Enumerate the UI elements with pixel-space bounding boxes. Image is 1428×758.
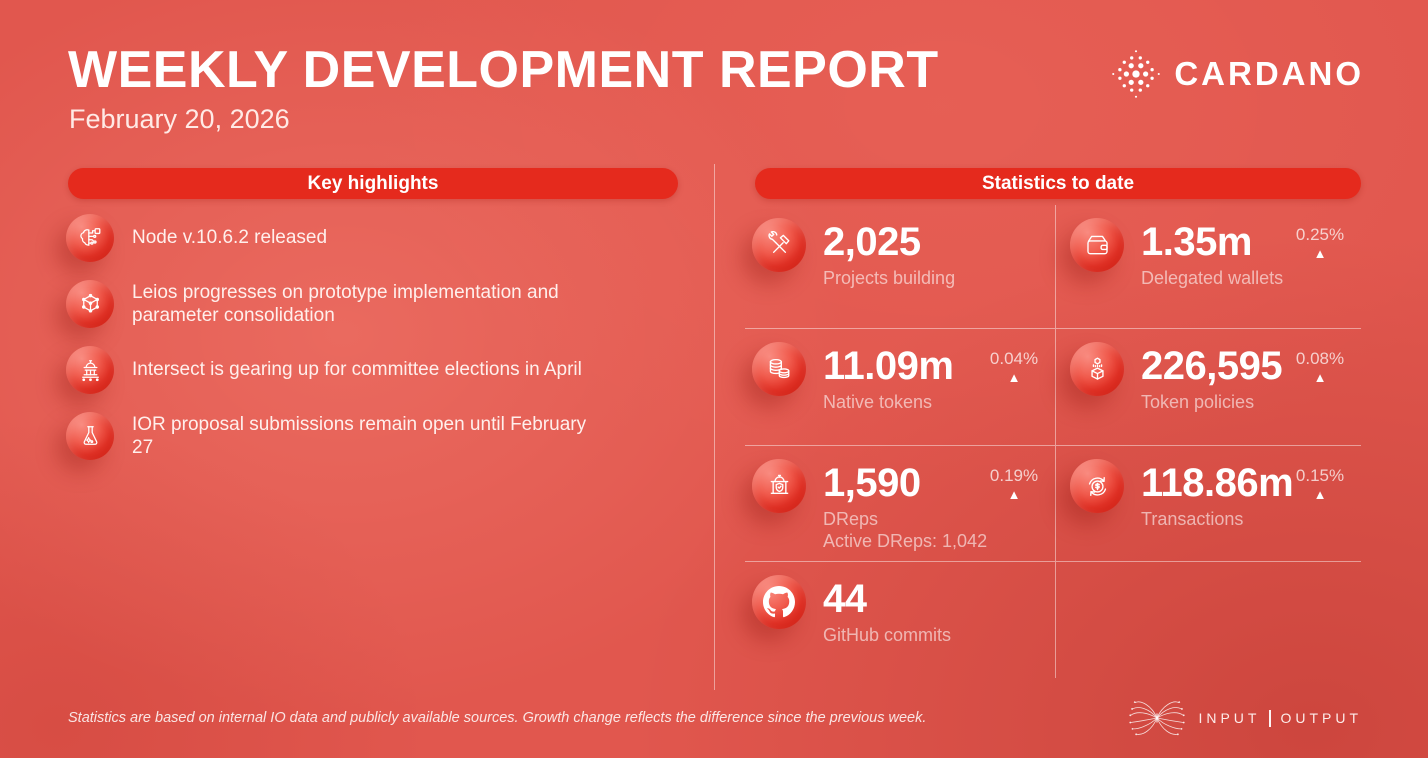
stat-delegated-wallets: 1.35m Delegated wallets 0.25% ▲ — [1055, 205, 1361, 328]
section-divider — [714, 164, 715, 690]
highlight-text: Leios progresses on prototype implementa… — [132, 281, 559, 327]
stat-value: 11.09m — [823, 344, 954, 388]
stat-change: 0.15% ▲ — [1285, 466, 1355, 502]
stat-change: 0.25% ▲ — [1285, 225, 1355, 261]
stat-label: GitHub commits — [823, 625, 952, 645]
stat-change: 0.08% ▲ — [1285, 349, 1355, 385]
highlight-text: IOR proposal submissions remain open unt… — [132, 413, 587, 459]
transactions-icon — [1088, 476, 1106, 496]
statistics-grid: 2,025 Projects building 1.35m Delegated … — [745, 205, 1361, 678]
up-arrow-icon: ▲ — [1313, 487, 1327, 502]
footer-disclaimer: Statistics are based on internal IO data… — [68, 710, 927, 726]
stat-label: Token policies — [1141, 392, 1255, 412]
stat-label: Transactions — [1141, 509, 1244, 529]
stat-sublabel: Active DReps: 1,042 — [823, 531, 988, 551]
highlight-item-ior-proposals: IOR proposal submissions remain open unt… — [66, 403, 678, 469]
statistics-heading: Statistics to date — [755, 168, 1361, 199]
stat-value: 1.35m — [1141, 220, 1252, 264]
io-butterfly-icon — [1129, 701, 1186, 736]
key-highlights-heading: Key highlights — [68, 168, 678, 199]
cardano-dots-icon — [1112, 50, 1161, 98]
stat-native-tokens: 11.09m Native tokens 0.04% ▲ — [745, 328, 1055, 445]
stat-label: Projects building — [823, 268, 956, 288]
tools-icon — [767, 230, 789, 253]
up-arrow-icon: ▲ — [1007, 370, 1021, 385]
page-title: WEEKLY DEVELOPMENT REPORT — [68, 41, 939, 99]
highlight-item-intersect: Intersect is gearing up for committee el… — [66, 337, 678, 403]
io-wordmark: INPUT OUTPUT — [1198, 709, 1362, 727]
cube-network-icon — [81, 293, 99, 313]
cardano-wordmark: CARDANO — [1174, 55, 1364, 92]
ai-brain-icon — [79, 227, 100, 246]
highlight-text: Intersect is gearing up for committee el… — [132, 359, 582, 381]
input-output-logo: INPUT OUTPUT — [1128, 697, 1362, 739]
up-arrow-icon: ▲ — [1007, 487, 1021, 502]
stat-change: 0.19% ▲ — [979, 466, 1049, 502]
io-logo-divider — [1269, 709, 1272, 727]
stat-value: 1,590 — [823, 461, 921, 505]
stat-transactions: 118.86m Transactions 0.15% ▲ — [1055, 445, 1361, 561]
highlight-item-node-release: Node v.10.6.2 released — [66, 205, 678, 271]
token-icon — [1090, 356, 1104, 380]
stat-token-policies: 226,595 Token policies 0.08% ▲ — [1055, 328, 1361, 445]
government-icon — [81, 359, 99, 381]
stat-github-commits: 44 GitHub commits — [745, 561, 1055, 678]
up-arrow-icon: ▲ — [1313, 246, 1327, 261]
stat-dreps: 1,590 DReps Active DReps: 1,042 0.19% ▲ — [745, 445, 1055, 561]
stat-value: 118.86m — [1141, 461, 1294, 505]
cardano-logo: CARDANO — [1108, 46, 1364, 102]
report-date: February 20, 2026 — [69, 104, 290, 134]
stat-change: 0.04% ▲ — [979, 349, 1049, 385]
highlight-item-leios: Leios progresses on prototype implementa… — [66, 271, 678, 337]
stat-value: 2,025 — [823, 220, 921, 264]
stat-label: Native tokens — [823, 392, 933, 412]
flask-icon — [83, 425, 97, 445]
wallet-icon — [1086, 235, 1108, 254]
stat-label: DReps — [823, 509, 879, 529]
highlight-text: Node v.10.6.2 released — [132, 227, 328, 249]
key-highlights-list: Node v.10.6.2 released Leios progresses … — [66, 205, 678, 469]
coins-icon — [769, 358, 789, 378]
stat-value: 44 — [823, 577, 867, 621]
stat-empty-cell — [1055, 561, 1361, 678]
bank-icon — [770, 474, 788, 494]
stat-projects-building: 2,025 Projects building — [745, 205, 1055, 328]
stat-label: Delegated wallets — [1141, 268, 1284, 288]
stat-value: 226,595 — [1141, 344, 1283, 388]
up-arrow-icon: ▲ — [1313, 370, 1327, 385]
github-icon — [763, 586, 795, 618]
